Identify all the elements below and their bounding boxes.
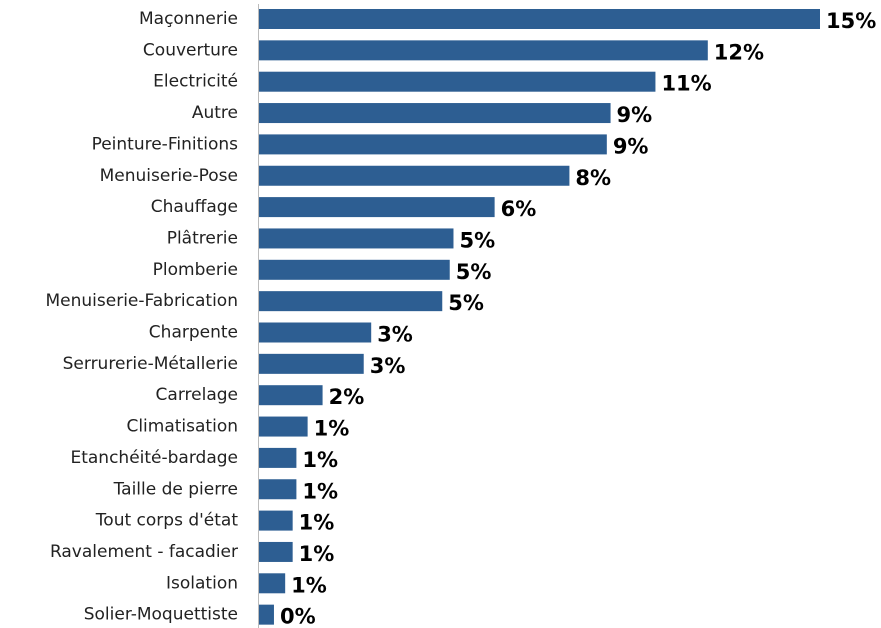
category-label: Charpente — [149, 323, 238, 343]
category-label: Climatisation — [126, 417, 238, 437]
value-label: 9% — [613, 134, 649, 158]
category-label: Menuiserie-Pose — [100, 166, 238, 186]
category-label: Menuiserie-Fabrication — [46, 291, 239, 311]
value-label: 1% — [299, 511, 335, 535]
bar — [259, 479, 297, 500]
category-label: Chauffage — [151, 197, 238, 217]
value-label: 0% — [280, 605, 316, 628]
category-label: Autre — [192, 103, 238, 123]
bar — [259, 71, 656, 92]
bar — [259, 604, 274, 625]
value-label: 3% — [370, 354, 406, 378]
category-label: Peinture-Finitions — [92, 134, 239, 154]
bar — [259, 103, 611, 124]
value-label: 6% — [501, 197, 537, 221]
category-label: Etanchéité-bardage — [70, 448, 238, 468]
value-label: 5% — [459, 228, 495, 252]
value-label: 2% — [329, 385, 365, 409]
bar — [259, 353, 364, 374]
category-label: Carrelage — [156, 385, 238, 405]
bar — [259, 573, 286, 594]
value-label: 1% — [302, 448, 338, 472]
category-label: Plâtrerie — [167, 228, 238, 248]
value-label: 1% — [291, 573, 327, 597]
value-label: 5% — [456, 260, 492, 284]
category-label: Maçonnerie — [139, 9, 238, 29]
bar — [259, 322, 372, 343]
value-label: 1% — [302, 479, 338, 503]
value-label: 12% — [714, 40, 764, 64]
bar — [259, 385, 323, 406]
value-label: 8% — [575, 166, 611, 190]
value-label: 5% — [448, 291, 484, 315]
category-label: Solier-Moquettiste — [84, 605, 238, 625]
bar — [259, 134, 607, 155]
bar — [259, 541, 293, 562]
value-label: 1% — [314, 417, 350, 441]
bar — [259, 510, 293, 531]
bar — [259, 228, 454, 249]
category-label: Couverture — [143, 40, 238, 60]
category-label: Serrurerie-Métallerie — [63, 354, 238, 374]
value-label: 1% — [299, 542, 335, 566]
category-label: Ravalement - facadier — [50, 542, 238, 562]
bar — [259, 9, 820, 29]
bar — [259, 197, 495, 218]
value-label: 3% — [377, 323, 413, 347]
category-label: Isolation — [166, 573, 238, 593]
category-label: Electricité — [153, 72, 238, 92]
bar — [259, 259, 450, 280]
category-label: Plomberie — [153, 260, 238, 280]
category-label: Tout corps d'état — [95, 511, 239, 531]
bar — [259, 416, 308, 437]
bar — [259, 165, 570, 186]
bar — [259, 291, 443, 312]
bar — [259, 40, 708, 61]
bar — [259, 447, 297, 468]
value-label: 15% — [826, 9, 876, 33]
category-label: Taille de pierre — [113, 479, 238, 499]
value-label: 9% — [617, 103, 653, 127]
value-label: 11% — [661, 72, 711, 96]
